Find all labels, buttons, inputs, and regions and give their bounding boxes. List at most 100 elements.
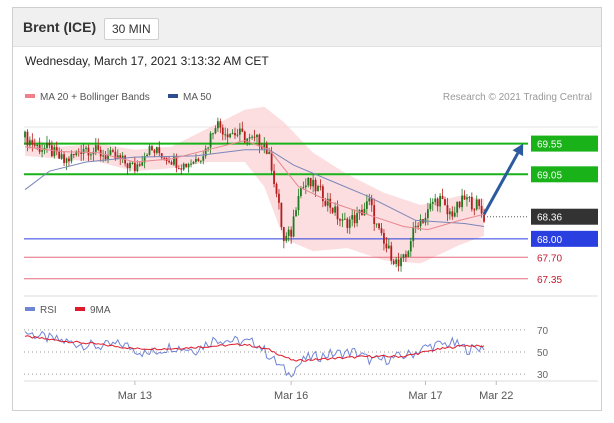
candle-body	[263, 143, 266, 149]
interval-badge[interactable]: 30 MIN	[104, 18, 159, 40]
candle	[202, 150, 205, 165]
rsi-tick-0: 70	[537, 326, 549, 337]
candle	[133, 156, 136, 174]
candle-body	[426, 209, 429, 218]
candle-body	[439, 195, 441, 207]
candle-body	[102, 155, 105, 157]
candle-body	[417, 225, 420, 227]
candle	[434, 193, 437, 206]
candle	[429, 197, 432, 212]
candle	[221, 124, 224, 141]
candle	[60, 149, 63, 160]
candle	[151, 144, 153, 151]
candle	[68, 156, 70, 167]
candle	[155, 146, 158, 155]
candle-body	[160, 153, 163, 158]
candle	[397, 252, 400, 272]
rsi-9ma-line	[24, 335, 485, 362]
candle-body	[373, 205, 376, 224]
candle	[392, 258, 395, 266]
candle-body	[280, 202, 283, 228]
candle	[121, 151, 124, 164]
candle	[256, 134, 258, 143]
candle	[312, 174, 315, 193]
candle	[314, 177, 317, 197]
candle-body	[60, 154, 63, 159]
candle-body	[448, 211, 451, 215]
candle-body	[258, 134, 261, 147]
candle-body	[353, 215, 356, 224]
candle	[36, 143, 39, 151]
candle-body	[453, 212, 456, 217]
timestamp: Wednesday, March 17, 2021 3:13:32 AM CET	[25, 54, 269, 68]
candle	[402, 253, 405, 262]
candle-body	[182, 163, 185, 170]
candle-body	[141, 162, 144, 166]
candle-body	[478, 199, 481, 206]
candle-body	[446, 205, 449, 215]
candle-body	[375, 223, 378, 225]
candle-body	[297, 196, 300, 211]
candle-body	[392, 260, 395, 264]
candle	[380, 222, 383, 236]
candle	[33, 138, 36, 149]
candle-body	[175, 155, 178, 168]
candle	[58, 147, 61, 159]
candle	[307, 177, 310, 188]
candle	[412, 221, 415, 248]
candle-body	[431, 201, 434, 204]
candle	[168, 156, 170, 164]
candle	[351, 209, 354, 227]
bollinger-band	[25, 106, 484, 264]
candle	[143, 152, 146, 169]
candle-body	[75, 151, 78, 156]
candle	[414, 220, 417, 234]
legend-swatch-9ma	[75, 307, 85, 312]
candle	[390, 241, 393, 265]
candle	[170, 160, 173, 165]
candle-body	[434, 198, 437, 202]
candle-body	[302, 187, 305, 189]
candle	[41, 144, 43, 158]
candle-body	[129, 162, 131, 169]
candle	[444, 196, 446, 206]
x-tick-label-0: Mar 13	[118, 390, 152, 402]
candle-body	[153, 150, 156, 153]
candle	[55, 141, 58, 156]
candle-body	[155, 147, 158, 153]
candle-body	[473, 209, 476, 211]
candle	[219, 118, 222, 134]
candle-body	[326, 198, 329, 206]
candle-body	[97, 145, 100, 150]
candle-body	[148, 146, 151, 155]
candle-body	[202, 156, 205, 161]
candle-body	[119, 155, 122, 159]
candle	[53, 144, 56, 159]
candle	[387, 238, 390, 249]
candle-body	[341, 219, 344, 221]
candle-body	[58, 151, 61, 159]
candle-body	[236, 134, 239, 136]
candle	[346, 217, 349, 234]
candle	[246, 138, 249, 146]
legend-swatch-rsi	[25, 307, 35, 312]
candle	[400, 254, 402, 272]
candle-body	[177, 167, 180, 169]
candle-body	[365, 201, 368, 209]
candle-body	[243, 131, 246, 143]
candle-body	[397, 259, 400, 267]
candle-body	[480, 205, 483, 214]
candle	[436, 197, 439, 212]
candle-body	[226, 134, 229, 138]
candle-body	[246, 138, 249, 143]
candle-body	[114, 151, 117, 159]
candle	[180, 164, 183, 175]
candle	[278, 189, 280, 210]
candle	[199, 160, 202, 164]
candle-body	[241, 128, 244, 132]
candle-body	[70, 153, 73, 162]
candle-body	[329, 198, 332, 208]
candle	[251, 134, 253, 140]
candle-body	[273, 170, 275, 184]
candle	[70, 150, 73, 164]
